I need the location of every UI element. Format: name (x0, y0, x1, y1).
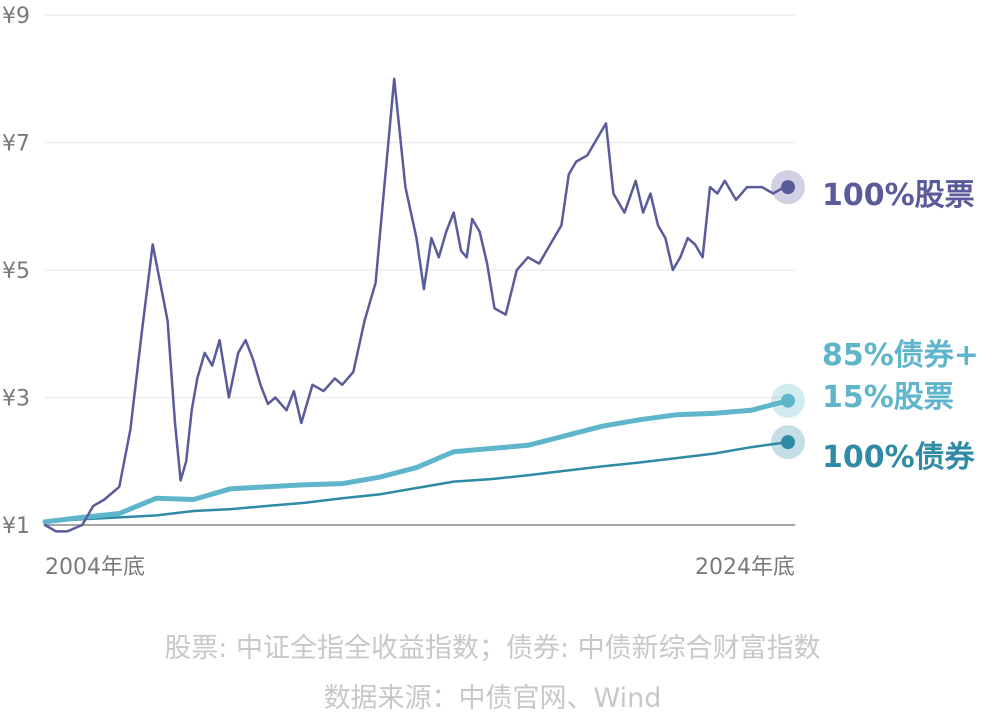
y-axis-ticks: ¥1 ¥3 ¥5 ¥7 ¥9 (2, 4, 30, 539)
series-label: 100%股票 (822, 178, 975, 213)
data-source: 数据来源：中债官网、Wind (323, 683, 662, 714)
x-axis-ticks: 2004年底 2024年底 (45, 555, 795, 580)
series-labels: 100%股票 85%债券+ 15%股票 100%债券 (771, 170, 979, 475)
endpoint-dot (781, 180, 795, 195)
y-tick-label: ¥7 (2, 132, 30, 157)
series-lines (42, 77, 791, 533)
x-tick-label: 2004年底 (45, 555, 145, 580)
y-tick-label: ¥1 (2, 514, 30, 539)
series-line (42, 398, 791, 525)
grid-lines (45, 14, 795, 399)
y-tick-label: ¥9 (2, 4, 30, 29)
series-label: 85%债券+ (822, 338, 979, 373)
series-line (43, 440, 790, 524)
series-line (43, 77, 790, 533)
series-label: 15%股票 (822, 380, 954, 415)
data-note: 股票: 中证全指全收益指数；债券: 中债新综合财富指数 (164, 633, 821, 664)
endpoint-dot (781, 435, 795, 450)
x-tick-label: 2024年底 (695, 555, 795, 580)
y-tick-label: ¥5 (2, 259, 30, 284)
endpoint-dot (781, 393, 795, 408)
y-tick-label: ¥3 (2, 387, 30, 412)
series-label: 100%债券 (822, 440, 976, 475)
